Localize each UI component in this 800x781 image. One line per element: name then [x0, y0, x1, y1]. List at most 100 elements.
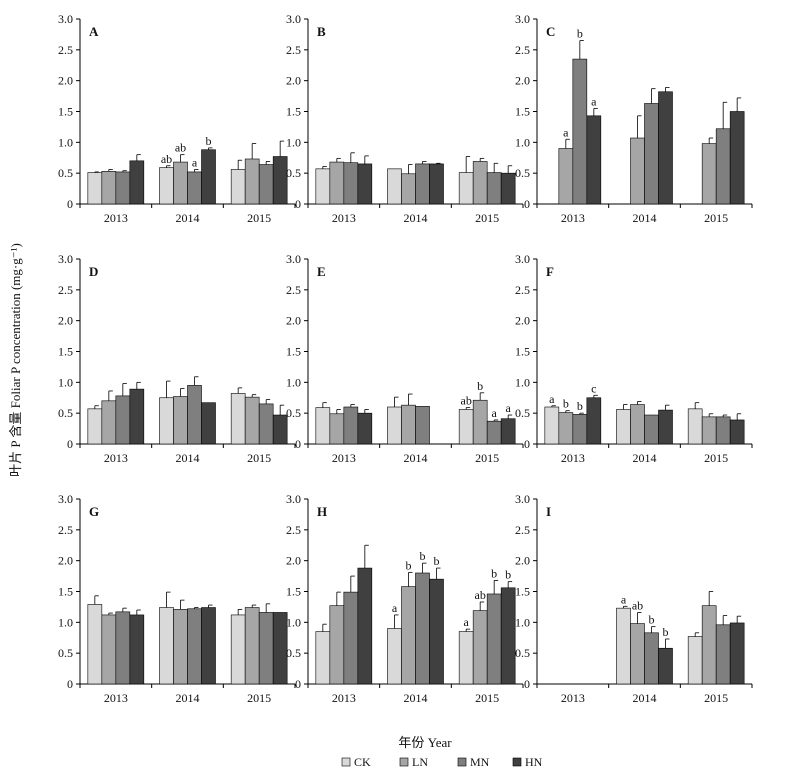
bar-CK [458, 172, 474, 205]
bar-CK [230, 393, 246, 445]
bar-CK [87, 408, 103, 445]
bar-HN [357, 567, 373, 685]
legend-label: CK [354, 755, 371, 769]
bar-HN [272, 612, 288, 685]
y-tick-label: 0 [67, 197, 73, 211]
y-tick-label: 1.0 [515, 135, 530, 149]
bar-LN [558, 148, 574, 205]
y-tick-label: 2.0 [286, 314, 301, 328]
bar-HN [129, 388, 145, 445]
y-tick-label: 1.5 [286, 105, 301, 119]
x-tick-label: 2015 [475, 691, 499, 705]
y-tick-label: 3.0 [515, 492, 530, 506]
bar-HN [429, 163, 444, 205]
bar-CK [159, 397, 174, 445]
legend-label: MN [470, 755, 490, 769]
bar-MN [258, 164, 274, 205]
x-tick-label: 2014 [633, 691, 657, 705]
significance-letter: a [549, 392, 555, 406]
x-tick-label: 2013 [104, 211, 128, 225]
y-tick-label: 0 [524, 197, 530, 211]
x-tick-label: 2014 [633, 211, 657, 225]
legend-item-CK: CK [341, 755, 371, 769]
bar-LN [472, 610, 488, 685]
significance-letter: b [206, 134, 212, 148]
x-tick-label: 2013 [561, 451, 585, 465]
bar-HN [500, 587, 516, 685]
bar-LN [401, 586, 416, 685]
x-tick-label: 2013 [561, 691, 585, 705]
bar-HN [500, 418, 516, 445]
legend-item-MN: MN [457, 755, 490, 769]
y-tick-label: 2.0 [286, 554, 301, 568]
x-tick-label: 2013 [332, 211, 356, 225]
significance-letter: a [464, 615, 470, 629]
bar-LN [173, 161, 188, 205]
y-tick-label: 0.5 [58, 406, 73, 420]
bar-LN [173, 609, 188, 685]
x-tick-label: 2015 [247, 211, 271, 225]
significance-letter: b [434, 554, 440, 568]
y-tick-label: 2.0 [515, 74, 530, 88]
y-tick-label: 0.5 [515, 406, 530, 420]
significance-letter: ab [175, 141, 186, 155]
bar-MN [115, 395, 131, 445]
y-tick-label: 1.0 [515, 375, 530, 389]
legend-swatch [512, 757, 522, 767]
bar-CK [687, 636, 703, 685]
bar-CK [458, 631, 474, 685]
bar-LN [244, 158, 260, 205]
bar-MN [187, 608, 202, 685]
bar-LN [630, 137, 645, 205]
y-tick-label: 1.0 [58, 375, 73, 389]
significance-letter: b [491, 566, 497, 580]
significance-letter: a [591, 94, 597, 108]
significance-letter: a [392, 601, 398, 615]
legend-label: HN [525, 755, 543, 769]
y-axis-title: 叶片 P 含量 Foliar P concentration (mg·g⁻¹) [8, 243, 23, 477]
bar-MN [644, 103, 659, 205]
y-tick-label: 3.0 [58, 492, 73, 506]
y-tick-label: 2.5 [286, 283, 301, 297]
y-tick-label: 1.5 [515, 585, 530, 599]
y-tick-label: 3.0 [286, 492, 301, 506]
y-tick-label: 0 [295, 437, 301, 451]
y-tick-label: 2.5 [286, 43, 301, 57]
y-tick-label: 2.0 [515, 554, 530, 568]
y-tick-label: 1.0 [286, 615, 301, 629]
bar-CK [387, 406, 402, 445]
y-tick-label: 2.5 [286, 523, 301, 537]
bar-MN [572, 414, 588, 445]
bar-HN [129, 160, 145, 205]
legend-item-LN: LN [399, 755, 428, 769]
panel-letter: C [546, 24, 555, 39]
x-tick-label: 2015 [704, 691, 728, 705]
legend: CK LN MN HN [341, 755, 543, 769]
significance-letter: b [477, 379, 483, 393]
x-tick-label: 2013 [332, 691, 356, 705]
bar-LN [701, 416, 717, 445]
panel-letter: F [546, 264, 554, 279]
bar-LN [244, 396, 260, 445]
y-tick-label: 1.0 [286, 375, 301, 389]
panel-letter: A [89, 24, 99, 39]
bar-HN [729, 111, 745, 205]
bar-LN [329, 161, 345, 205]
bar-MN [644, 632, 659, 685]
bar-CK [544, 406, 560, 445]
significance-letter: b [577, 399, 583, 413]
y-tick-label: 2.0 [58, 314, 73, 328]
y-tick-label: 3.0 [515, 252, 530, 266]
x-tick-label: 2013 [332, 451, 356, 465]
y-tick-label: 3.0 [286, 252, 301, 266]
x-tick-label: 2014 [404, 691, 428, 705]
bar-CK [87, 604, 103, 685]
panel-letter: I [546, 504, 551, 519]
y-tick-label: 0 [67, 677, 73, 691]
panel-letter: E [317, 264, 326, 279]
y-tick-label: 3.0 [58, 252, 73, 266]
bar-LN [401, 404, 416, 445]
